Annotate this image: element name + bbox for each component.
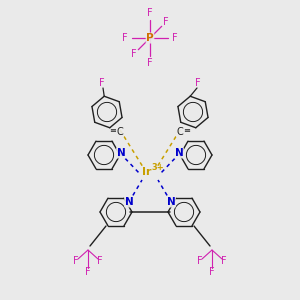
Text: F: F [131, 49, 137, 59]
Text: C: C [177, 127, 183, 137]
Text: ≡: ≡ [184, 127, 190, 136]
Text: N: N [167, 197, 176, 207]
Text: F: F [147, 8, 153, 18]
Text: F: F [97, 256, 103, 266]
Text: C: C [117, 127, 123, 137]
Text: F: F [99, 78, 105, 88]
Text: F: F [85, 267, 91, 277]
Text: F: F [195, 78, 201, 88]
Text: ≡: ≡ [110, 127, 116, 136]
Text: P: P [146, 33, 154, 43]
Text: F: F [122, 33, 128, 43]
Text: Ir: Ir [142, 167, 152, 177]
Text: F: F [197, 256, 203, 266]
Text: F: F [172, 33, 178, 43]
Text: N: N [175, 148, 183, 158]
Text: F: F [164, 17, 169, 27]
Text: F: F [209, 267, 215, 277]
Text: F: F [147, 58, 153, 68]
Text: N: N [124, 197, 134, 207]
Text: F: F [221, 256, 227, 266]
Text: 3+: 3+ [152, 163, 164, 172]
Text: N: N [117, 148, 125, 158]
Text: F: F [73, 256, 79, 266]
